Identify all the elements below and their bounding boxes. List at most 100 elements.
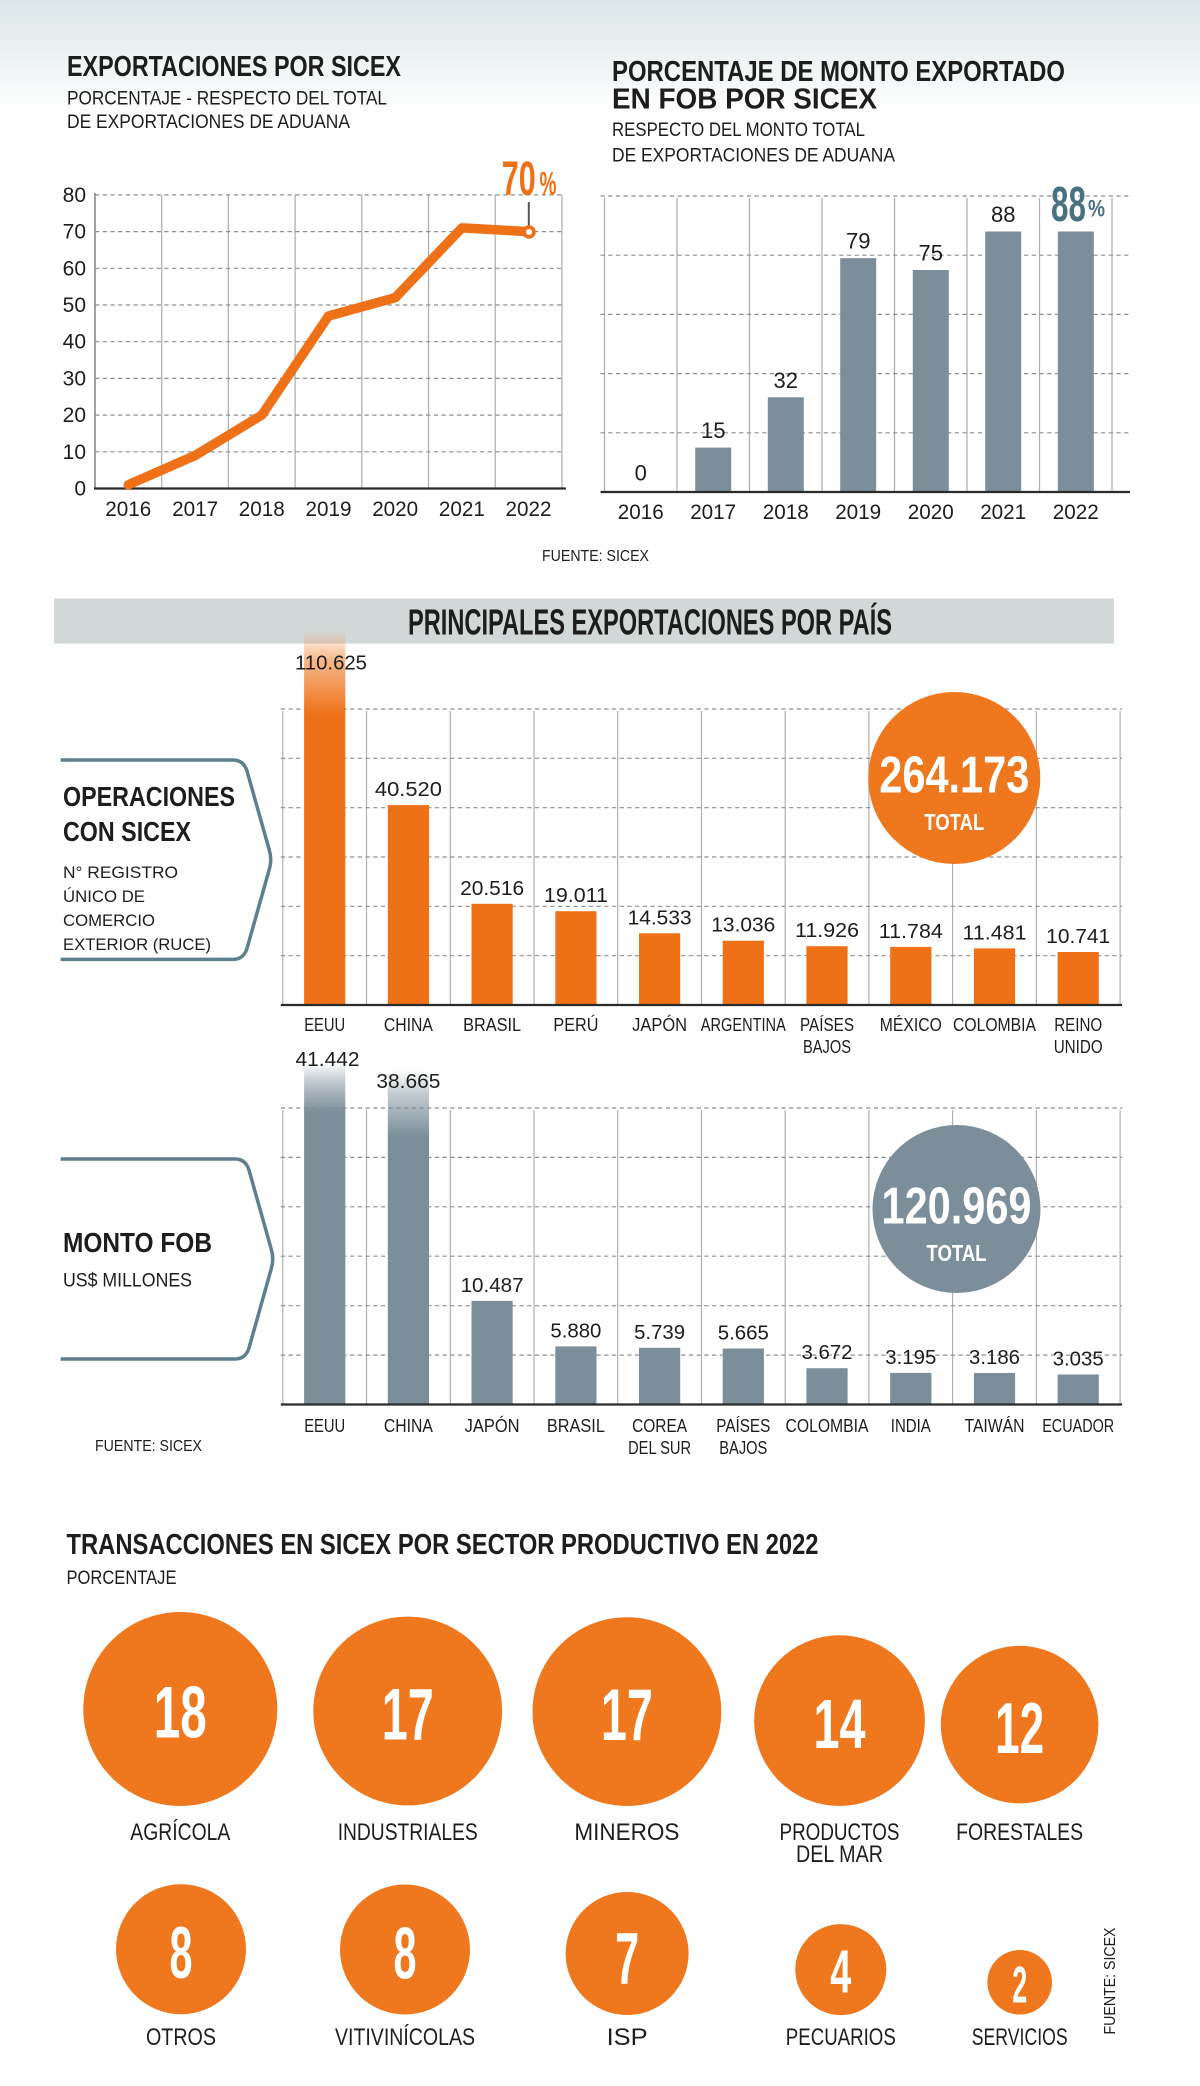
- svg-text:ÚNICO DE: ÚNICO DE: [63, 887, 145, 906]
- svg-text:5.665: 5.665: [718, 1322, 769, 1345]
- svg-text:3.672: 3.672: [802, 1341, 853, 1364]
- svg-text:DE EXPORTACIONES DE ADUANA: DE EXPORTACIONES DE ADUANA: [612, 146, 895, 167]
- svg-text:3.035: 3.035: [1053, 1348, 1104, 1371]
- svg-text:COREA: COREA: [632, 1416, 687, 1436]
- svg-text:CHINA: CHINA: [384, 1015, 433, 1035]
- svg-text:40: 40: [63, 331, 86, 354]
- svg-text:2020: 2020: [372, 498, 418, 521]
- svg-text:TAIWÁN: TAIWÁN: [965, 1416, 1025, 1436]
- svg-text:10.487: 10.487: [461, 1274, 524, 1297]
- svg-text:PAÍSES: PAÍSES: [800, 1015, 854, 1035]
- svg-text:70: 70: [63, 221, 86, 244]
- svg-text:RESPECTO DEL MONTO TOTAL: RESPECTO DEL MONTO TOTAL: [612, 120, 865, 141]
- svg-text:INDUSTRIALES: INDUSTRIALES: [338, 1819, 478, 1846]
- svg-text:11.481: 11.481: [963, 921, 1027, 944]
- svg-text:US$ MILLONES: US$ MILLONES: [63, 1271, 192, 1292]
- svg-text:2021: 2021: [980, 501, 1026, 524]
- svg-text:264.173: 264.173: [879, 747, 1029, 805]
- svg-text:COLOMBIA: COLOMBIA: [953, 1015, 1036, 1035]
- svg-text:8: 8: [170, 1913, 193, 1994]
- svg-text:2017: 2017: [690, 501, 736, 524]
- svg-text:TOTAL: TOTAL: [927, 1240, 987, 1266]
- svg-text:2018: 2018: [239, 498, 285, 521]
- svg-text:110.625: 110.625: [295, 652, 367, 675]
- svg-text:PERÚ: PERÚ: [553, 1014, 598, 1035]
- svg-text:2020: 2020: [908, 501, 954, 524]
- svg-text:12: 12: [995, 1689, 1044, 1769]
- svg-text:2016: 2016: [105, 498, 151, 521]
- svg-text:80: 80: [63, 184, 86, 207]
- svg-text:3.195: 3.195: [885, 1346, 936, 1369]
- svg-text:COLOMBIA: COLOMBIA: [786, 1416, 869, 1436]
- svg-text:13.036: 13.036: [711, 914, 775, 937]
- svg-text:FORESTALES: FORESTALES: [956, 1819, 1083, 1846]
- svg-text:88: 88: [991, 202, 1015, 227]
- svg-text:PORCENTAJE - RESPECTO DEL TOTA: PORCENTAJE - RESPECTO DEL TOTAL: [67, 88, 387, 109]
- svg-text:2019: 2019: [306, 498, 352, 521]
- svg-text:4: 4: [830, 1938, 851, 2006]
- svg-text:PAÍSES: PAÍSES: [716, 1416, 770, 1436]
- svg-text:PORCENTAJE DE MONTO EXPORTADO: PORCENTAJE DE MONTO EXPORTADO: [612, 56, 1065, 88]
- svg-text:ISP: ISP: [607, 2024, 648, 2051]
- svg-text:JAPÓN: JAPÓN: [632, 1014, 687, 1035]
- svg-text:COMERCIO: COMERCIO: [63, 911, 155, 930]
- svg-text:EEUU: EEUU: [304, 1416, 345, 1436]
- svg-text:EXPORTACIONES POR SICEX: EXPORTACIONES POR SICEX: [67, 51, 402, 83]
- svg-text:N° REGISTRO: N° REGISTRO: [63, 863, 178, 882]
- svg-text:2: 2: [1012, 1956, 1027, 2014]
- svg-text:ECUADOR: ECUADOR: [1042, 1416, 1114, 1436]
- svg-text:88: 88: [1051, 178, 1086, 232]
- svg-text:INDIA: INDIA: [891, 1416, 931, 1436]
- svg-text:EN FOB POR SICEX: EN FOB POR SICEX: [612, 84, 878, 116]
- svg-text:REINO: REINO: [1054, 1015, 1102, 1035]
- svg-text:120.969: 120.969: [882, 1178, 1032, 1236]
- svg-text:75: 75: [919, 241, 943, 266]
- svg-text:EXTERIOR (RUCE): EXTERIOR (RUCE): [63, 935, 211, 954]
- svg-text:19.011: 19.011: [544, 884, 608, 907]
- svg-text:MONTO FOB: MONTO FOB: [63, 1227, 212, 1258]
- svg-text:30: 30: [63, 367, 86, 390]
- svg-text:PORCENTAJE: PORCENTAJE: [67, 1568, 177, 1589]
- svg-text:10: 10: [63, 441, 86, 464]
- svg-text:5.739: 5.739: [634, 1321, 685, 1344]
- svg-text:79: 79: [846, 229, 870, 254]
- svg-text:15: 15: [701, 418, 725, 443]
- svg-text:AGRÍCOLA: AGRÍCOLA: [130, 1819, 230, 1846]
- svg-text:MÉXICO: MÉXICO: [880, 1015, 942, 1035]
- svg-text:70: 70: [502, 153, 536, 206]
- svg-text:20: 20: [63, 404, 86, 427]
- svg-text:FUENTE: SICEX: FUENTE: SICEX: [95, 1438, 202, 1455]
- svg-text:OTROS: OTROS: [146, 2024, 216, 2051]
- svg-text:DE EXPORTACIONES DE ADUANA: DE EXPORTACIONES DE ADUANA: [67, 112, 350, 133]
- svg-text:DEL MAR: DEL MAR: [796, 1841, 883, 1868]
- svg-text:%: %: [540, 166, 557, 202]
- svg-text:EEUU: EEUU: [304, 1015, 345, 1035]
- svg-text:2016: 2016: [618, 501, 664, 524]
- svg-text:8: 8: [394, 1914, 417, 1995]
- svg-text:2019: 2019: [835, 501, 881, 524]
- svg-text:7: 7: [615, 1919, 639, 2000]
- svg-text:41.442: 41.442: [296, 1048, 360, 1071]
- svg-text:CHINA: CHINA: [384, 1416, 433, 1436]
- svg-text:JAPÓN: JAPÓN: [465, 1415, 520, 1436]
- svg-text:ARGENTINA: ARGENTINA: [701, 1015, 786, 1035]
- svg-text:11.784: 11.784: [879, 920, 943, 943]
- svg-text:11.926: 11.926: [795, 919, 859, 942]
- svg-text:2022: 2022: [1053, 501, 1099, 524]
- svg-text:UNIDO: UNIDO: [1054, 1037, 1103, 1057]
- svg-text:50: 50: [63, 294, 86, 317]
- svg-text:FUENTE: SICEX: FUENTE: SICEX: [1102, 1927, 1119, 2034]
- svg-text:2018: 2018: [763, 501, 809, 524]
- svg-text:2017: 2017: [172, 498, 218, 521]
- svg-text:18: 18: [154, 1673, 207, 1754]
- svg-text:17: 17: [601, 1675, 653, 1756]
- svg-text:CON SICEX: CON SICEX: [63, 816, 191, 847]
- svg-text:BAJOS: BAJOS: [719, 1438, 767, 1458]
- svg-text:40.520: 40.520: [375, 778, 442, 801]
- svg-text:TRANSACCIONES EN SICEX POR SEC: TRANSACCIONES EN SICEX POR SECTOR PRODUC…: [67, 1529, 819, 1561]
- svg-text:FUENTE: SICEX: FUENTE: SICEX: [542, 548, 649, 565]
- svg-text:SERVICIOS: SERVICIOS: [972, 2024, 1068, 2051]
- svg-text:VITIVINÍCOLAS: VITIVINÍCOLAS: [335, 2024, 475, 2051]
- svg-text:BRASIL: BRASIL: [463, 1015, 521, 1035]
- svg-text:14: 14: [814, 1685, 866, 1763]
